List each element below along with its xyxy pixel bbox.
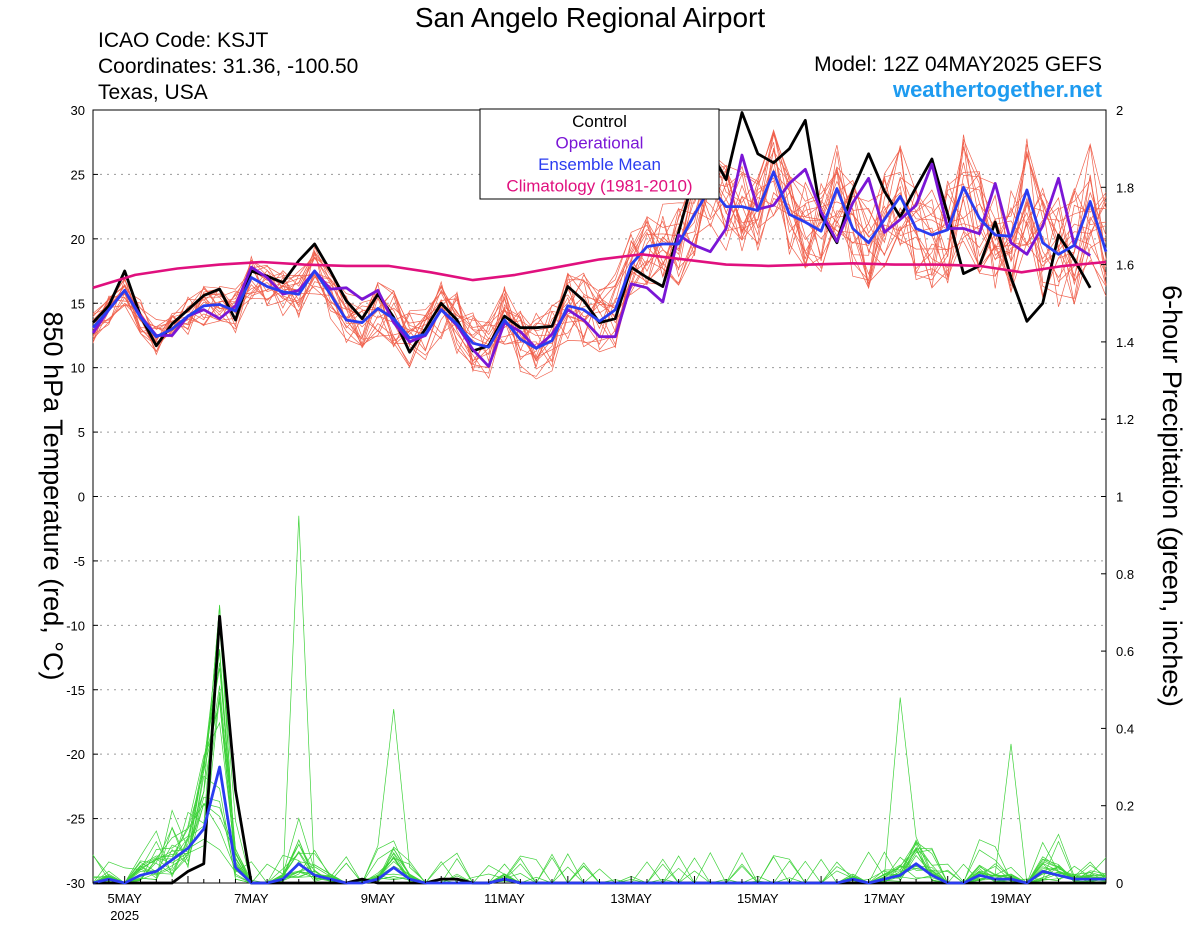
precipitation-member-line: [92, 701, 1107, 884]
y2-tick-label: 1.4: [1116, 335, 1134, 350]
y-tick-label: -15: [66, 683, 85, 698]
precipitation-member-line: [92, 696, 1107, 884]
legend-box: [479, 108, 720, 200]
y-tick-label: 30: [71, 103, 85, 118]
precipitation-member-line: [92, 743, 1107, 884]
y-axis-ticks: 30 25 20 15 10 5 0 -5 -10 -15 -20 -25 -30: [66, 103, 98, 891]
x-tick-label: 19MAY: [990, 891, 1032, 906]
precipitation-member-line: [92, 775, 1107, 884]
icao-code: ICAO Code: KSJT: [98, 29, 269, 52]
temperature-member-line: [92, 152, 1107, 374]
legend-entry: Control: [572, 112, 627, 131]
y-tick-label: 20: [71, 232, 85, 247]
precipitation-member-line: [92, 515, 1107, 884]
y-tick-label: 5: [78, 425, 85, 440]
ensemble-members-precipitation: [92, 515, 1107, 884]
x-tick-label: 7MAY: [234, 891, 269, 906]
temperature-member-line: [92, 138, 1107, 363]
series-lines: [91, 111, 1108, 885]
x-tick-label: 17MAY: [864, 891, 906, 906]
y2-tick-label: 1: [1116, 490, 1123, 505]
y-tick-label: 0: [78, 490, 85, 505]
y2-axis-label: 6-hour Precipitation (green, inches): [1157, 285, 1187, 707]
y-tick-label: -10: [66, 618, 85, 633]
legend: Control Operational Ensemble Mean Climatolo…: [479, 108, 720, 200]
temperature-member-line: [92, 142, 1107, 373]
precipitation-member-line: [92, 700, 1107, 884]
chart-title: San Angelo Regional Airport: [414, 2, 766, 33]
region: Texas, USA: [98, 81, 208, 104]
x-tick-label: 13MAY: [610, 891, 652, 906]
temperature-member-line: [92, 131, 1107, 368]
y-tick-label: 25: [71, 167, 85, 182]
temperature-member-line: [92, 160, 1107, 360]
y-tick-label: -30: [66, 876, 85, 891]
x-axis-ticks: 5MAY 7MAY 9MAY 11MAY 13MAY 15MAY 17MAY 19MAY 202…: [92, 876, 1107, 923]
model-run: Model: 12Z 04MAY2025 GEFS: [814, 53, 1102, 76]
grid: [93, 173, 1106, 820]
y-tick-label: -5: [73, 554, 85, 569]
y2-tick-label: 1.2: [1116, 412, 1134, 427]
x-year-label: 2025: [110, 908, 139, 923]
y2-tick-label: 0: [1116, 876, 1123, 891]
y2-tick-label: 0.6: [1116, 644, 1134, 659]
ensemble-members-temperature: [92, 129, 1107, 380]
temperature-member-line: [92, 143, 1107, 362]
y2-tick-label: 0.4: [1116, 721, 1134, 736]
operational-temperature-line: [91, 153, 1091, 368]
y2-tick-label: 0.8: [1116, 567, 1134, 582]
climatology-1981-2010-temperature-line: [92, 253, 1107, 290]
y-tick-label: -20: [66, 747, 85, 762]
site-link[interactable]: weathertogether.net: [892, 77, 1102, 102]
x-tick-label: 9MAY: [361, 891, 396, 906]
temperature-member-line: [92, 137, 1107, 368]
x-tick-label: 5MAY: [107, 891, 142, 906]
y2-axis-ticks: 2 1.8 1.6 1.4 1.2 1 0.8 0.6 0.4 0.2 0: [1101, 103, 1134, 891]
y-axis-label: 850 hPa Temperature (red, °C): [38, 312, 68, 681]
x-tick-label: 15MAY: [737, 891, 779, 906]
ensemble-mean-temperature-line: [91, 170, 1108, 350]
precipitation-member-line: [92, 691, 1107, 884]
temperature-member-line: [92, 129, 1107, 346]
legend-entry: Operational: [556, 134, 644, 153]
temperature-member-line: [92, 145, 1107, 377]
y-tick-label: 10: [71, 361, 85, 376]
control-precipitation-line: [93, 614, 1106, 885]
y-tick-label: -25: [66, 812, 85, 827]
coordinates: Coordinates: 31.36, -100.50: [98, 55, 359, 78]
y-tick-label: 15: [71, 296, 85, 311]
legend-entry: Ensemble Mean: [538, 155, 661, 174]
temperature-member-line: [92, 141, 1107, 370]
y2-tick-label: 1.8: [1116, 180, 1134, 195]
legend-entry: Climatology (1981-2010): [506, 177, 692, 196]
y2-tick-label: 1.6: [1116, 258, 1134, 273]
y2-tick-label: 2: [1116, 103, 1123, 118]
y2-tick-label: 0.2: [1116, 799, 1134, 814]
x-tick-label: 11MAY: [484, 891, 525, 906]
